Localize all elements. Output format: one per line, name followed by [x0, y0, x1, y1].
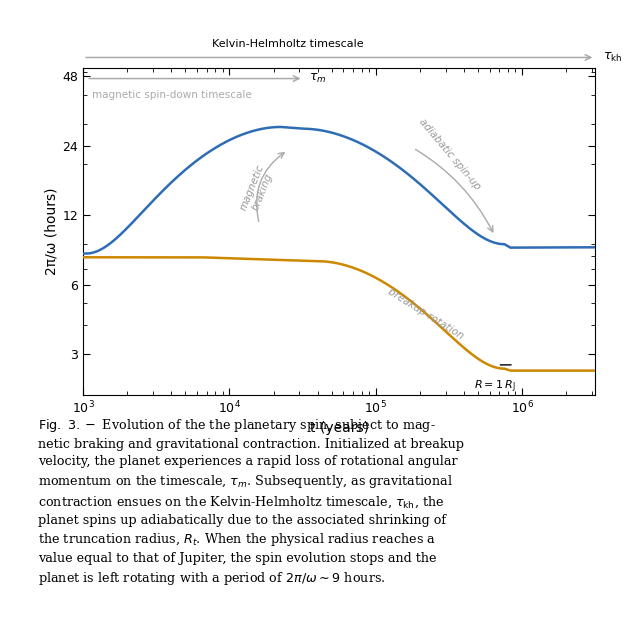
- Y-axis label: 2π/ω (hours): 2π/ω (hours): [44, 188, 58, 276]
- X-axis label: t (years): t (years): [310, 420, 369, 435]
- Text: breakup rotation: breakup rotation: [386, 286, 465, 341]
- Text: magnetic
braking: magnetic braking: [238, 163, 276, 216]
- Text: $\rm Fig.\ 3.-$ Evolution of the the planetary spin, subject to mag-
netic braki: $\rm Fig.\ 3.-$ Evolution of the the pla…: [38, 417, 465, 587]
- Text: magnetic spin-down timescale: magnetic spin-down timescale: [92, 90, 252, 100]
- Text: $R=1\,R_{\rm J}$: $R=1\,R_{\rm J}$: [474, 379, 515, 395]
- Text: $\tau_{\rm kh}$: $\tau_{\rm kh}$: [603, 51, 622, 64]
- Text: $\tau_m$: $\tau_m$: [309, 72, 326, 85]
- Text: adiabatic spin-up: adiabatic spin-up: [417, 117, 483, 192]
- Text: Kelvin-Helmholtz timescale: Kelvin-Helmholtz timescale: [212, 39, 364, 49]
